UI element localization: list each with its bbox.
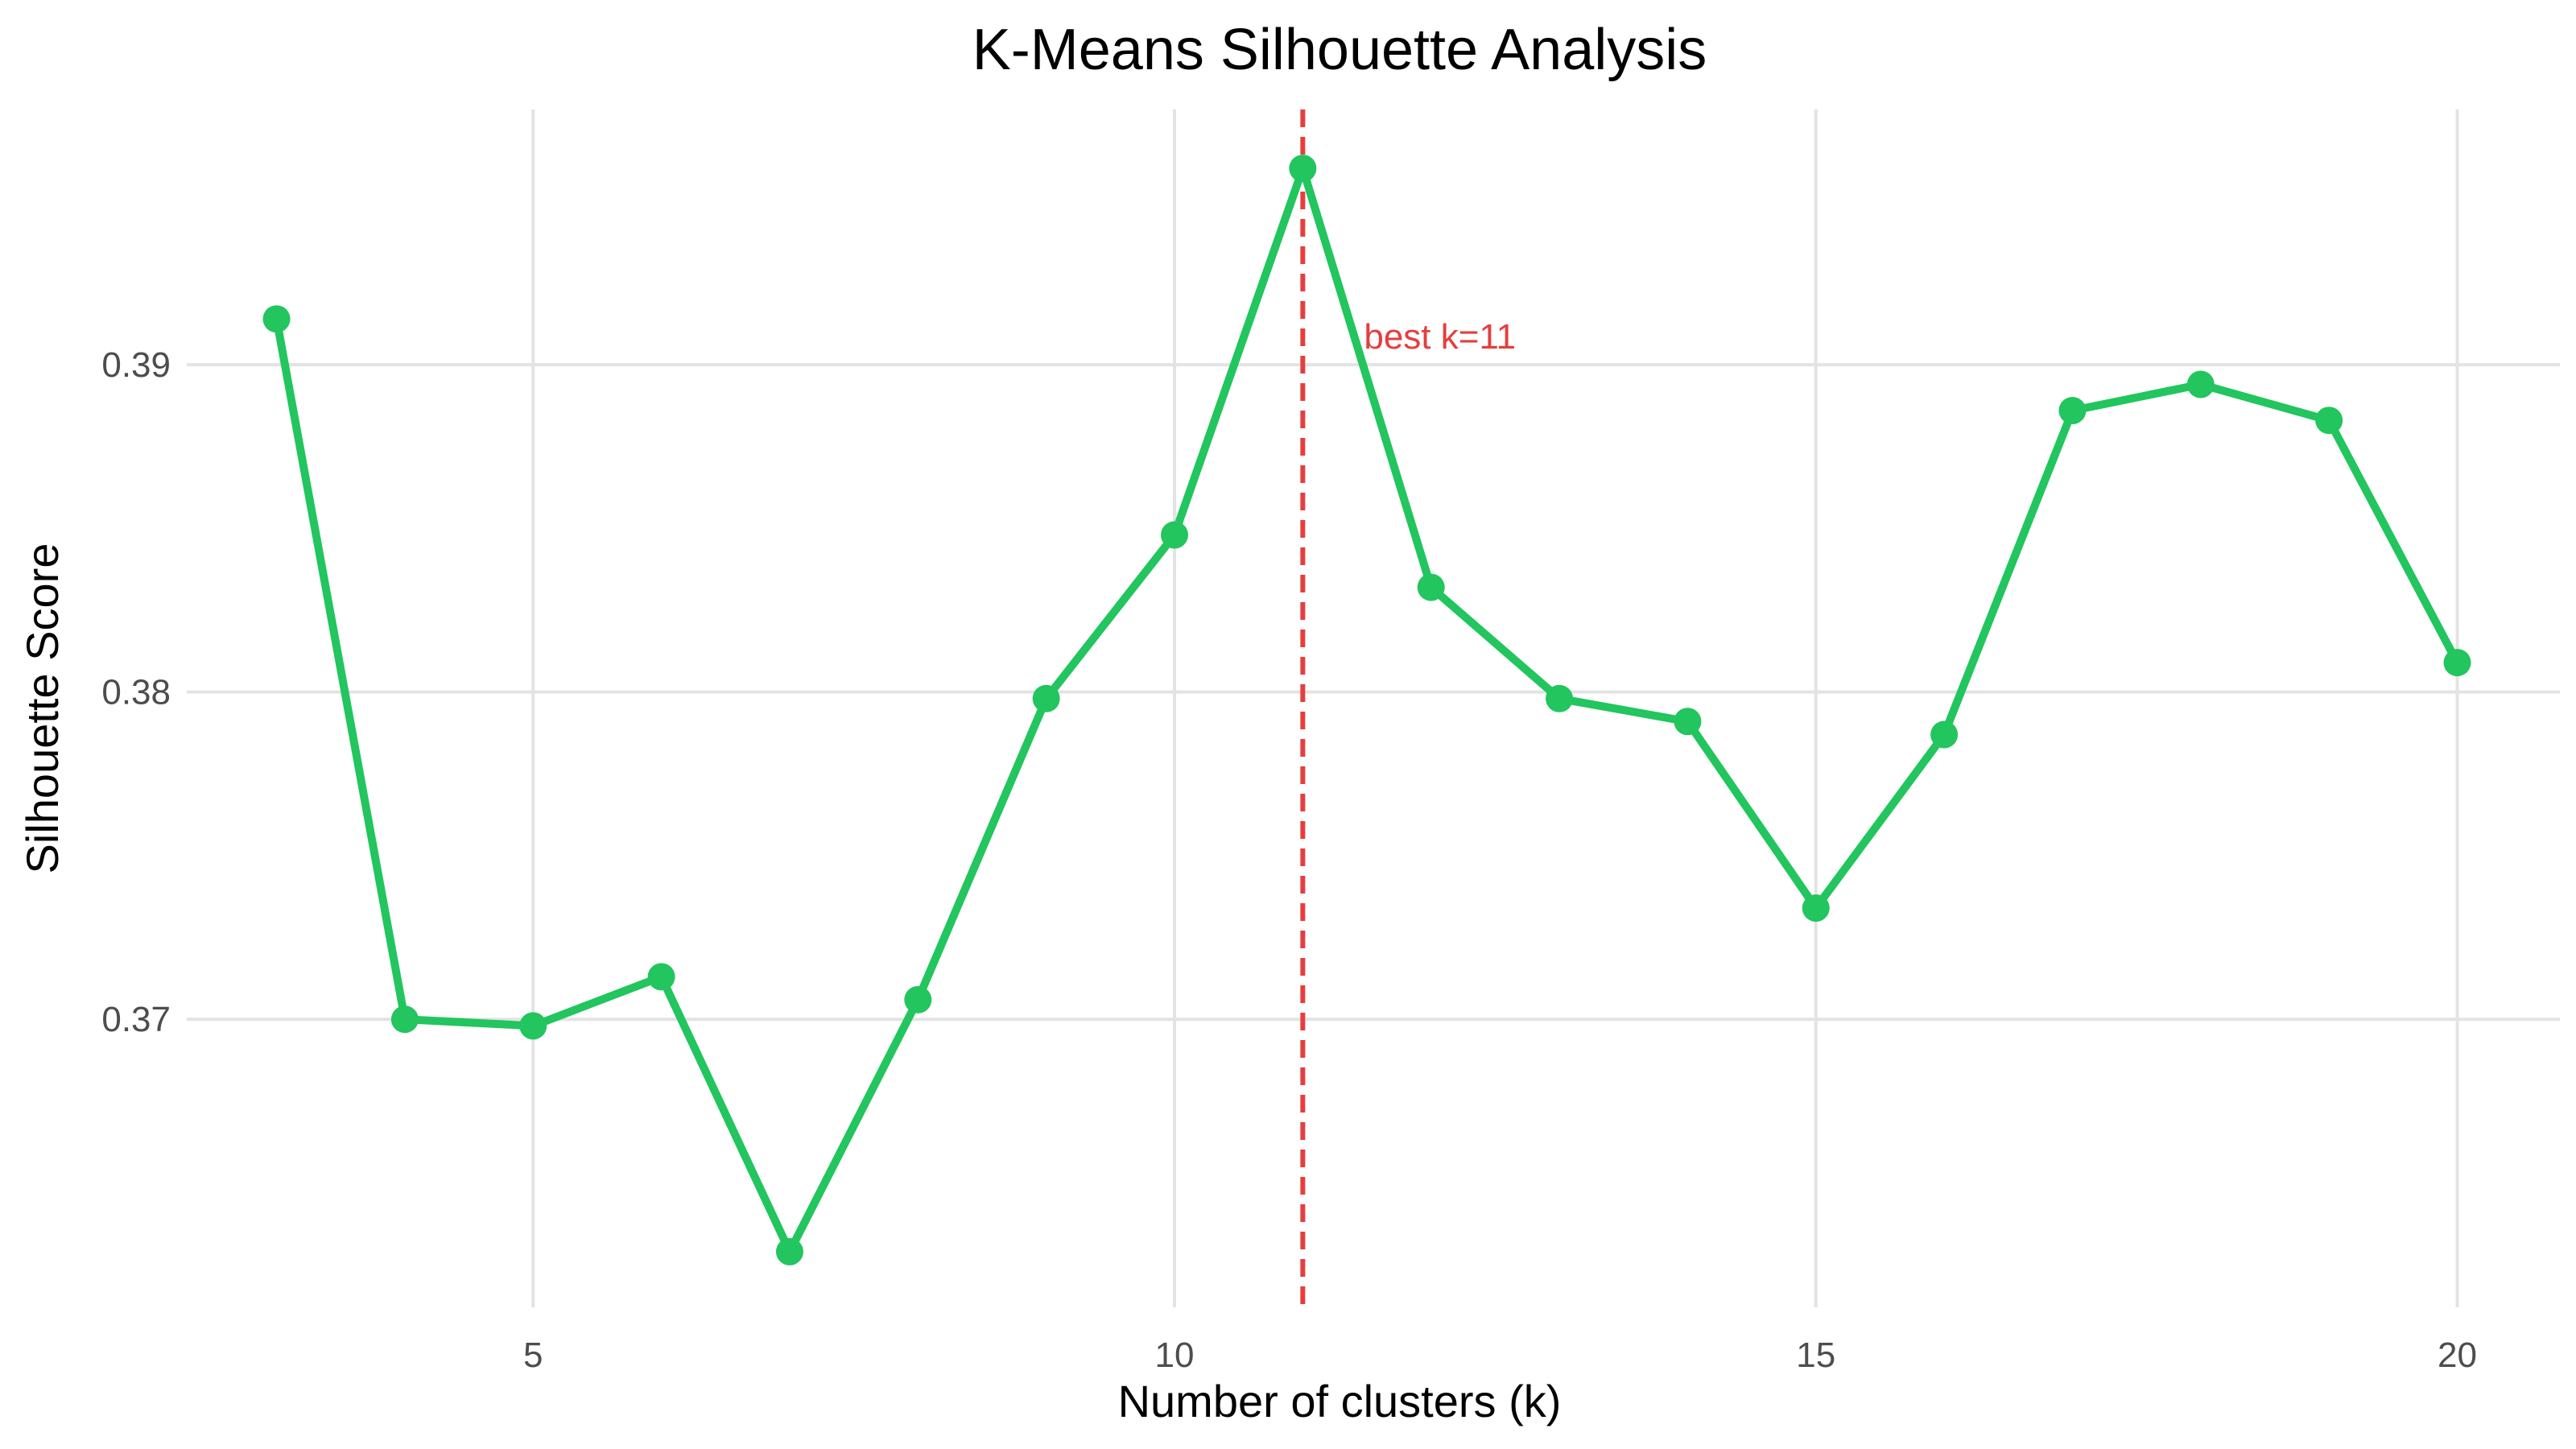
data-point [390, 1005, 419, 1034]
chart-title: K-Means Silhouette Analysis [972, 18, 1707, 82]
annotation-layer: best k=11 [1364, 317, 1516, 357]
y-tick-label: 0.37 [101, 1000, 171, 1039]
y-tick-label: 0.38 [101, 673, 171, 712]
data-point [2186, 370, 2215, 398]
data-point [647, 963, 675, 991]
data-point [1674, 708, 1702, 736]
grid-lines [187, 109, 2560, 1307]
x-axis-title: Number of clusters (k) [1118, 1376, 1562, 1426]
data-point [1802, 894, 1830, 922]
data-point [1161, 521, 1189, 549]
series-line [272, 164, 2462, 1256]
data-point [1930, 720, 1959, 749]
data-point [1289, 155, 1317, 183]
x-tick-label: 20 [2438, 1335, 2477, 1375]
data-point [519, 1012, 547, 1040]
axis-ticks: 5 10 15 20 0.37 0.38 0.39 [101, 345, 2477, 1375]
data-point [1417, 573, 1445, 601]
data-point [2315, 407, 2343, 435]
silhouette-series [262, 155, 2471, 1265]
data-point [2058, 397, 2087, 425]
data-point [904, 985, 932, 1013]
data-point [775, 1237, 803, 1265]
x-tick-label: 10 [1155, 1335, 1195, 1375]
y-tick-label: 0.39 [101, 345, 171, 385]
best-k-label: best k=11 [1364, 317, 1516, 357]
x-tick-label: 15 [1796, 1335, 1835, 1375]
data-point [262, 305, 291, 333]
x-tick-label: 5 [523, 1335, 543, 1375]
data-point [1032, 684, 1060, 712]
data-point [1546, 684, 1574, 712]
data-point [2443, 649, 2471, 677]
y-axis-title: Silhouette Score [17, 543, 68, 874]
